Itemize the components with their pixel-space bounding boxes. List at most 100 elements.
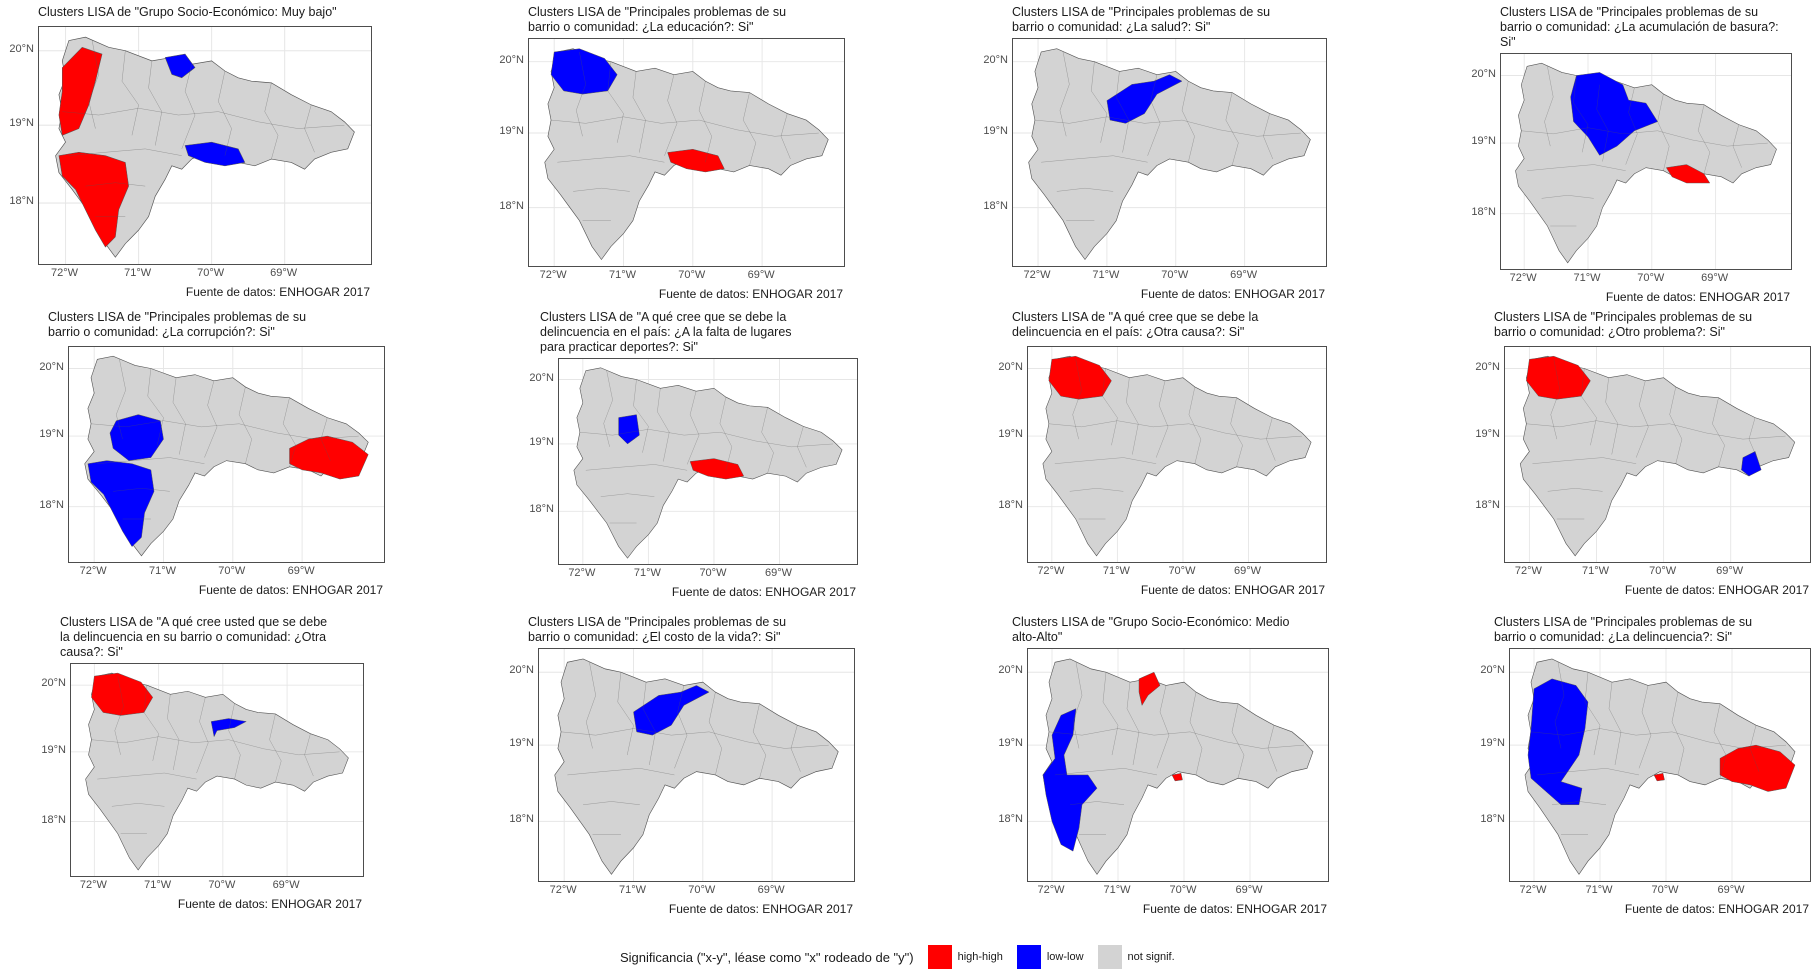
map-title: Clusters LISA de "Principales problemas …: [528, 615, 787, 644]
legend-label-not-signif: not signif.: [1127, 951, 1175, 963]
map-panel: Clusters LISA de "A qué cree que se debe…: [529, 310, 896, 608]
y-tick-label: 20°N: [1471, 67, 1496, 80]
map-panel: Clusters LISA de "Principales problemas …: [983, 5, 1365, 310]
province-boundary: [116, 359, 126, 440]
x-tick-label: 71°W: [144, 879, 172, 891]
map-title: Clusters LISA de "Principales problemas …: [1500, 5, 1779, 49]
province-boundary: [1625, 87, 1638, 165]
cluster-low-low-southwest: [87, 460, 155, 548]
legend-swatch-low-low: [1016, 945, 1041, 969]
map-svg: [1013, 39, 1326, 266]
province-boundary: [1069, 488, 1124, 492]
x-tick-label: 70°W: [678, 269, 706, 281]
x-tick-label: 72°W: [539, 269, 567, 281]
province-boundary: [1532, 457, 1637, 464]
province-boundary: [1605, 377, 1619, 455]
province-boundary: [586, 662, 596, 749]
province-boundary: [1091, 61, 1108, 143]
province-boundary: [1102, 672, 1119, 756]
country-shape: [1519, 355, 1796, 557]
y-tick-label: 20°N: [9, 42, 34, 55]
cluster-low-low-southeast: [1741, 451, 1762, 477]
province-boundary: [633, 379, 649, 453]
province-boundary: [1698, 104, 1710, 174]
province-boundary: [1048, 728, 1305, 749]
province-boundary: [304, 733, 314, 777]
x-tick-label: 70°W: [218, 565, 246, 577]
source-caption: Fuente de datos: ENHOGAR 2017: [185, 285, 370, 299]
province-boundary: [1671, 692, 1685, 775]
y-tick-label: 19°N: [1475, 428, 1500, 440]
province-boundary: [1669, 386, 1683, 464]
x-tick-label: 69°W: [765, 567, 793, 579]
y-tick-label: 19°N: [9, 117, 34, 130]
province-boundary: [1657, 93, 1670, 171]
province-boundary: [674, 685, 688, 769]
cluster-low-low-west-small: [618, 414, 640, 445]
province-boundary: [607, 61, 624, 143]
province-boundary: [1056, 187, 1114, 192]
cluster-high-high-north-small: [1138, 671, 1161, 706]
cluster-high-high-northwest: [1526, 355, 1591, 400]
province-boundary: [557, 155, 665, 163]
map-svg: [69, 347, 384, 562]
province-boundary: [1189, 692, 1203, 775]
province-boundary: [1034, 116, 1301, 137]
province-boundary: [1054, 457, 1157, 464]
source-caption: Fuente de datos: ENHOGAR 2017: [1605, 290, 1790, 304]
country-shape: [1042, 658, 1314, 875]
source-caption: Fuente de datos: ENHOGAR 2017: [671, 585, 856, 599]
cluster-low-low-south-center: [184, 141, 246, 167]
province-boundary: [167, 694, 180, 771]
province-boundary: [1635, 380, 1649, 458]
province-boundary: [1547, 488, 1603, 492]
province-boundary: [97, 772, 197, 780]
legend-label-high-high: high-high: [957, 951, 1003, 963]
source-caption: Fuente de datos: ENHOGAR 2017: [1142, 902, 1327, 916]
province-boundary: [567, 768, 675, 776]
x-tick-label: 70°W: [1161, 269, 1189, 281]
y-tick-label: 18°N: [998, 813, 1023, 826]
province-boundary: [1126, 682, 1140, 766]
y-tick-label: 18°N: [41, 813, 66, 826]
map-title: Clusters LISA de "Principales problemas …: [1494, 310, 1753, 339]
province-boundary: [657, 388, 670, 462]
y-tick-label: 19°N: [1471, 135, 1496, 147]
province-boundary: [1054, 768, 1158, 776]
x-tick-label: 70°W: [1649, 565, 1677, 577]
province-boundary: [1596, 84, 1609, 162]
x-tick-label: 70°W: [1168, 565, 1196, 577]
province-boundary: [664, 74, 678, 156]
map-title: Clusters LISA de "Grupo Socio-Económico:…: [38, 5, 337, 19]
source-caption: Fuente de datos: ENHOGAR 2017: [177, 897, 362, 911]
y-tick-label: 19°N: [39, 428, 64, 440]
y-tick-label: 20°N: [41, 677, 66, 690]
x-tick-label: 69°W: [747, 269, 775, 281]
y-tick-label: 18°N: [1471, 205, 1496, 218]
province-boundary: [1530, 728, 1787, 749]
map-title: Clusters LISA de "Principales problemas …: [1012, 5, 1271, 34]
y-tick-label: 20°N: [1480, 664, 1505, 677]
province-boundary: [1116, 71, 1130, 153]
cluster-low-low-northeast-small: [210, 718, 247, 738]
cluster-high-high-south-small: [1653, 773, 1665, 782]
y-tick-label: 20°N: [983, 53, 1008, 66]
province-boundary: [88, 40, 99, 129]
map-panel: Clusters LISA de "Principales problemas …: [499, 5, 883, 310]
province-boundary: [228, 703, 241, 780]
x-tick-label: 72°W: [79, 879, 107, 891]
cluster-high-high-south-small: [1171, 773, 1183, 782]
province-boundary: [752, 703, 767, 779]
x-tick-label: 71°W: [618, 884, 647, 896]
cluster-high-high-south-center: [667, 149, 725, 173]
y-tick-label: 19°N: [983, 124, 1008, 137]
x-tick-label: 72°W: [1514, 565, 1542, 577]
province-boundary: [1536, 768, 1640, 776]
province-boundary: [585, 464, 688, 471]
cluster-low-low-center-west: [109, 414, 164, 461]
province-boundary: [1550, 359, 1561, 440]
cluster-low-low-cibao-center: [1106, 74, 1183, 124]
province-boundary: [603, 370, 613, 447]
country-shape: [1515, 62, 1777, 264]
province-boundary: [719, 397, 733, 471]
